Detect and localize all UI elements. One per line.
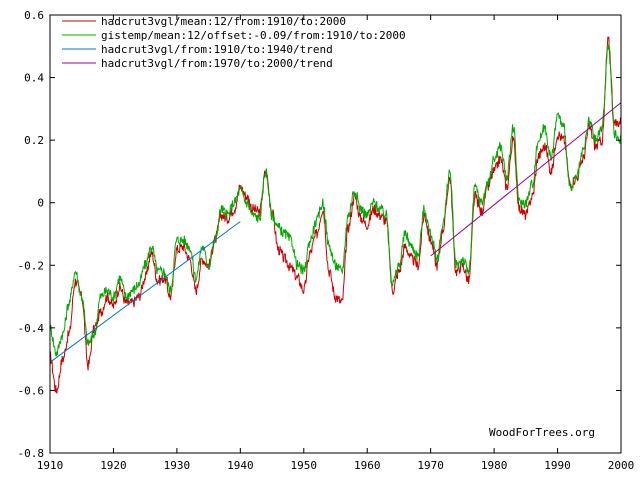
plot-frame bbox=[49, 14, 622, 454]
x-tick-label: 1970 bbox=[417, 459, 444, 472]
x-tick-label: 1920 bbox=[100, 459, 127, 472]
series-layer bbox=[49, 36, 622, 394]
series-line-2 bbox=[49, 43, 622, 357]
series-line-1 bbox=[49, 36, 622, 394]
legend-entry: hadcrut3vgl/mean:12/from:1910/to:2000 bbox=[101, 15, 346, 28]
x-tick-label: 1960 bbox=[354, 459, 381, 472]
x-tick-label: 1990 bbox=[544, 459, 571, 472]
x-tick-label: 1950 bbox=[291, 459, 318, 472]
y-tick-label: 0.4 bbox=[24, 72, 44, 85]
series-line-3 bbox=[49, 221, 241, 363]
y-tick-label: -0.8 bbox=[18, 447, 45, 460]
x-tick-label: 1930 bbox=[164, 459, 191, 472]
y-tick-label: 0.6 bbox=[24, 9, 44, 22]
y-tick-label: -0.4 bbox=[18, 322, 45, 335]
credit-label: WoodForTrees.org bbox=[489, 426, 595, 439]
y-tick-label: 0 bbox=[37, 197, 44, 210]
legend-entry: hadcrut3vgl/from:1910/to:1940/trend bbox=[101, 43, 333, 56]
x-tick-label: 1940 bbox=[227, 459, 254, 472]
x-tick-label: 1980 bbox=[481, 459, 508, 472]
x-tick-label: 1910 bbox=[37, 459, 64, 472]
legend-entry: hadcrut3vgl/from:1970/to:2000/trend bbox=[101, 57, 333, 70]
series-line-4 bbox=[430, 102, 622, 257]
legend: hadcrut3vgl/mean:12/from:1910/to:2000gis… bbox=[62, 15, 406, 70]
y-tick-label: -0.2 bbox=[18, 259, 45, 272]
y-tick-label: -0.6 bbox=[18, 384, 45, 397]
y-tick-label: 0.2 bbox=[24, 134, 44, 147]
x-tick-label: 2000 bbox=[608, 459, 635, 472]
y-axis: 0.6 0.4 0.2 0 -0.2 -0.4 -0.6 -0.8 bbox=[18, 9, 621, 460]
legend-entry: gistemp/mean:12/offset:-0.09/from:1910/t… bbox=[101, 29, 406, 42]
x-axis: 1910 1920 1930 1940 1950 1960 1970 1980 1990 2000 bbox=[37, 15, 635, 472]
